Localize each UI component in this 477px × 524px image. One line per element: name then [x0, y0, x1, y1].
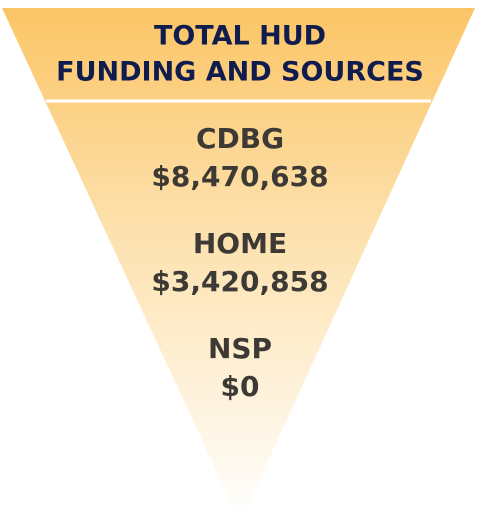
item-amount: $0: [221, 370, 260, 403]
item-name: HOME: [193, 227, 287, 260]
item-amount: $8,470,638: [151, 160, 328, 193]
item-list: CDBG $8,470,638 HOME $3,420,858 NSP $0: [151, 122, 328, 403]
item-amount: $3,420,858: [151, 265, 328, 298]
title-line: FUNDING AND SOURCES: [56, 57, 424, 88]
item-name: NSP: [208, 332, 272, 365]
title-line: TOTAL HUD: [154, 21, 326, 52]
item-name: CDBG: [196, 122, 284, 155]
funnel-shape: [2, 8, 475, 522]
